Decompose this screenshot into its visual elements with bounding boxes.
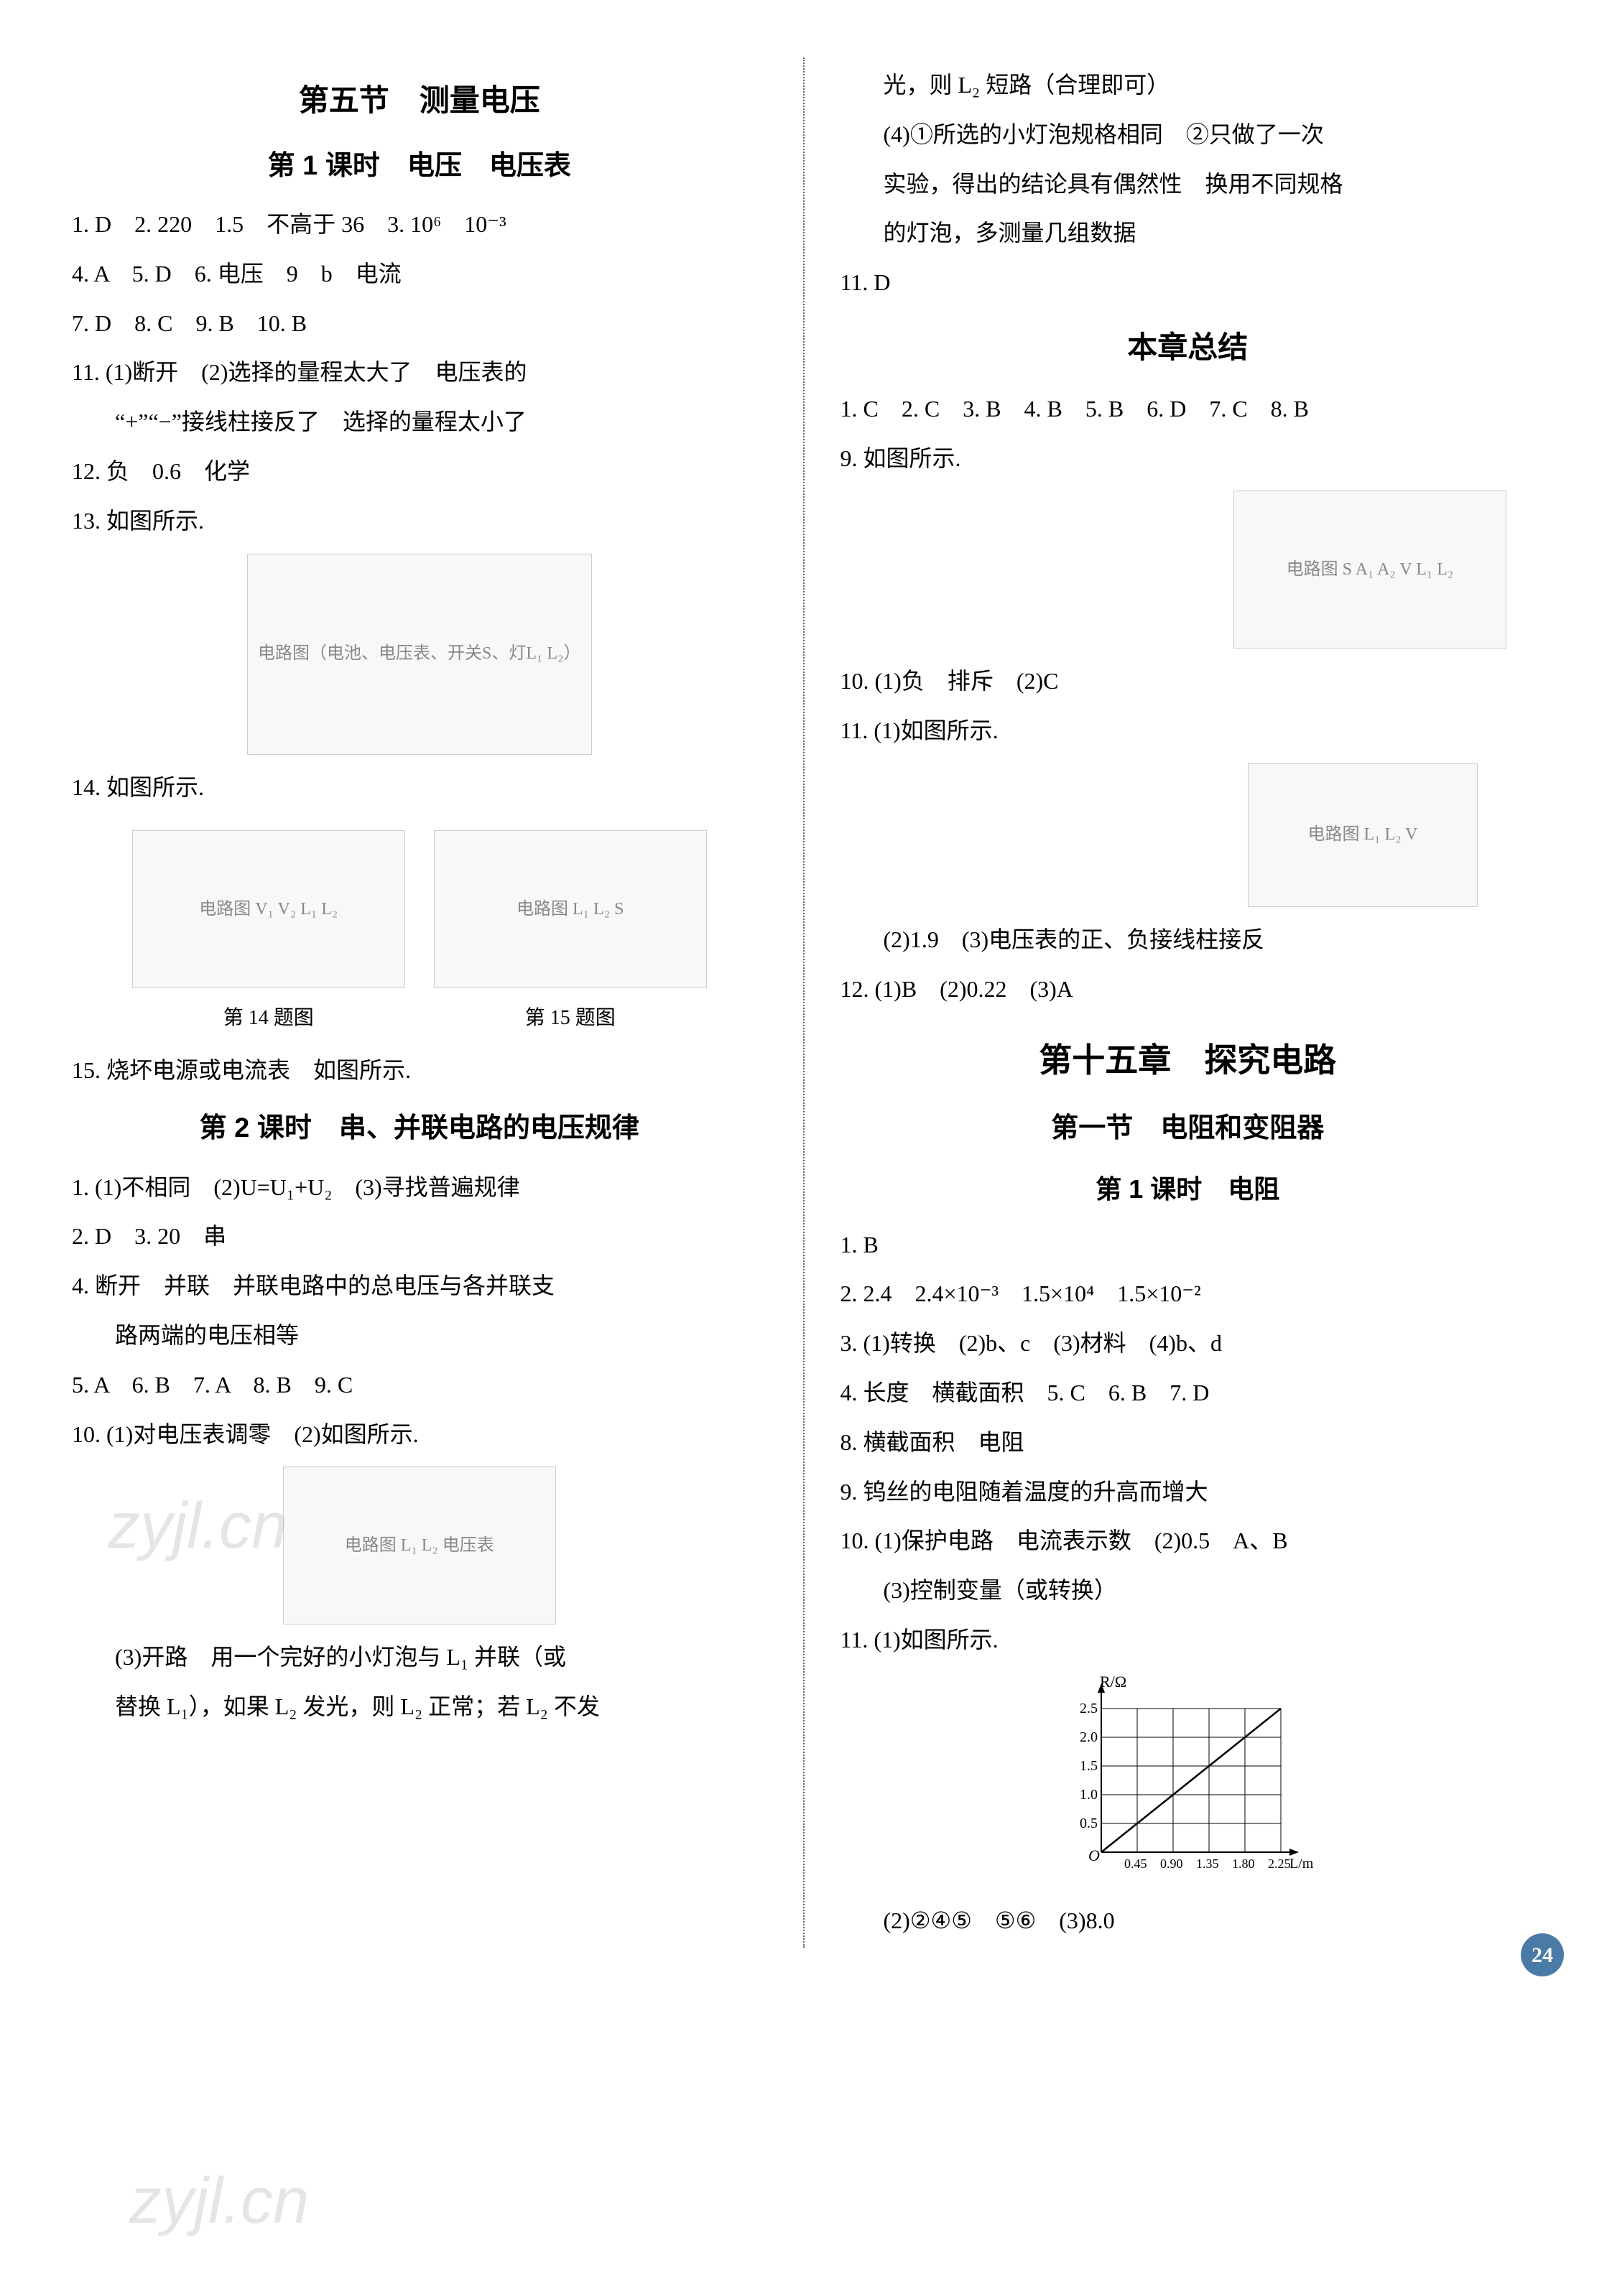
answer-text: 4. 断开 并联 并联电路中的总电压与各并联支 — [72, 1264, 767, 1308]
figure-caption: 第 14 题图 — [132, 999, 405, 1037]
answer-text: 2. 2.4 2.4×10⁻³ 1.5×10⁴ 1.5×10⁻² — [840, 1272, 1536, 1316]
answer-text: 1. C 2. C 3. B 4. B 5. B 6. D 7. C 8. B — [840, 387, 1536, 431]
ytick: 1.0 — [1080, 1787, 1098, 1803]
ytick: 2.5 — [1080, 1701, 1098, 1716]
xtick: 0.90 — [1160, 1856, 1183, 1871]
figure-14-wrap: 电路图 V₁ V₂ L₁ L₂ 第 14 题图 — [132, 819, 405, 1037]
xtick: 0.45 — [1124, 1856, 1147, 1871]
lesson-2-title: 第 2 课时 串、并联电路的电压规律 — [72, 1102, 767, 1154]
answer-text: 9. 钨丝的电阻随着温度的升高而增大 — [840, 1470, 1536, 1514]
origin-label: O — [1088, 1846, 1100, 1864]
answer-text: “+”“−”接线柱接反了 选择的量程太小了 — [72, 400, 767, 444]
answer-text: 实验，得出的结论具有偶然性 换用不同规格 — [840, 162, 1536, 206]
answer-text: (3)控制变量（或转换） — [840, 1568, 1536, 1612]
ytick: 2.0 — [1080, 1729, 1098, 1745]
left-column: 第五节 测量电压 第 1 课时 电压 电压表 1. D 2. 220 1.5 不… — [72, 57, 767, 1948]
answer-text: 7. D 8. C 9. B 10. B — [72, 302, 767, 345]
answer-text: 12. 负 0.6 化学 — [72, 450, 767, 493]
resistance-chart: R/Ω — [1058, 1673, 1317, 1888]
answer-text: 15. 烧坏电源或电流表 如图所示. — [72, 1049, 767, 1092]
answer-text: (2)②④⑤ ⑤⑥ (3)8.0 — [840, 1899, 1536, 1943]
figure-caption: 第 15 题图 — [434, 999, 707, 1037]
answer-text: 10. (1)保护电路 电流表示数 (2)0.5 A、B — [840, 1519, 1536, 1563]
xtick: 2.25 — [1268, 1856, 1291, 1871]
xtick: 1.80 — [1232, 1856, 1255, 1871]
section-1-title: 第一节 电阻和变阻器 — [840, 1102, 1536, 1154]
circuit-figure-summary-11: 电路图 L₁ L₂ V — [1248, 763, 1478, 907]
right-column: 光，则 L₂ 短路（合理即可） (4)①所选的小灯泡规格相同 ②只做了一次 实验… — [840, 57, 1536, 1948]
answer-text: 14. 如图所示. — [72, 766, 767, 809]
answer-text: (3)开路 用一个完好的小灯泡与 L₁ 并联（或 — [72, 1635, 767, 1679]
chapter-15-title: 第十五章 探究电路 — [840, 1029, 1536, 1092]
answer-text: (4)①所选的小灯泡规格相同 ②只做了一次 — [840, 113, 1536, 157]
circuit-figure-15: 电路图 L₁ L₂ S — [434, 830, 707, 988]
answer-text: 12. (1)B (2)0.22 (3)A — [840, 967, 1536, 1011]
answer-text: 8. 横截面积 电阻 — [840, 1421, 1536, 1464]
y-axis-label: R/Ω — [1100, 1673, 1126, 1691]
answer-text: 10. (1)负 排斥 (2)C — [840, 659, 1536, 703]
x-axis-label: L/m — [1289, 1856, 1314, 1872]
answer-text: 9. 如图所示. — [840, 437, 1536, 480]
answer-text: 11. D — [840, 261, 1536, 305]
answer-text: 的灯泡，多测量几组数据 — [840, 211, 1536, 255]
figure-row: 电路图 V₁ V₂ L₁ L₂ 第 14 题图 电路图 L₁ L₂ S 第 15… — [72, 819, 767, 1037]
answer-text: 10. (1)对电压表调零 (2)如图所示. — [72, 1413, 767, 1456]
answer-text: 5. A 6. B 7. A 8. B 9. C — [72, 1363, 767, 1407]
page-container: 第五节 测量电压 第 1 课时 电压 电压表 1. D 2. 220 1.5 不… — [72, 57, 1535, 1948]
lesson-1-title: 第 1 课时 电压 电压表 — [72, 140, 767, 192]
figure-15-wrap: 电路图 L₁ L₂ S 第 15 题图 — [434, 819, 707, 1037]
section-5-title: 第五节 测量电压 — [72, 72, 767, 129]
ytick: 1.5 — [1080, 1758, 1098, 1774]
chapter-summary-title: 本章总结 — [840, 319, 1536, 376]
xtick: 1.35 — [1196, 1856, 1219, 1871]
answer-text: 2. D 3. 20 串 — [72, 1214, 767, 1258]
answer-text: 11. (1)断开 (2)选择的量程太大了 电压表的 — [72, 350, 767, 394]
answer-text: 1. B — [840, 1223, 1536, 1267]
circuit-figure-14: 电路图 V₁ V₂ L₁ L₂ — [132, 830, 405, 988]
answer-text: 3. (1)转换 (2)b、c (3)材料 (4)b、d — [840, 1321, 1536, 1365]
answer-text: 11. (1)如图所示. — [840, 709, 1536, 753]
answer-text: 路两端的电压相等 — [72, 1314, 767, 1357]
answer-text: 4. 长度 横截面积 5. C 6. B 7. D — [840, 1371, 1536, 1415]
page-number-badge: 24 — [1521, 1933, 1564, 1976]
chart-svg: R/Ω — [1058, 1673, 1317, 1874]
answer-text: 1. (1)不相同 (2)U=U₁+U₂ (3)寻找普遍规律 — [72, 1166, 767, 1209]
column-divider — [803, 57, 805, 1948]
answer-text: 11. (1)如图所示. — [840, 1618, 1536, 1662]
answer-text: 替换 L₁），如果 L₂ 发光，则 L₂ 正常；若 L₂ 不发 — [72, 1685, 767, 1729]
circuit-figure-13: 电路图（电池、电压表、开关S、灯L₁ L₂） — [247, 554, 592, 755]
ch15-lesson1-title: 第 1 课时 电阻 — [840, 1165, 1536, 1214]
circuit-figure-summary-9: 电路图 S A₁ A₂ V L₁ L₂ — [1233, 491, 1506, 649]
answer-text: 13. 如图所示. — [72, 499, 767, 543]
answer-text: 4. A 5. D 6. 电压 9 b 电流 — [72, 252, 767, 296]
circuit-figure-q10: 电路图 L₁ L₂ 电压表 — [283, 1467, 556, 1625]
answer-text: (2)1.9 (3)电压表的正、负接线柱接反 — [840, 918, 1536, 962]
answer-text: 1. D 2. 220 1.5 不高于 36 3. 10⁶ 10⁻³ — [72, 203, 767, 246]
answer-text: 光，则 L₂ 短路（合理即可） — [840, 63, 1536, 107]
watermark-text: zyjl.cn — [129, 2140, 309, 2263]
ytick: 0.5 — [1080, 1816, 1098, 1831]
